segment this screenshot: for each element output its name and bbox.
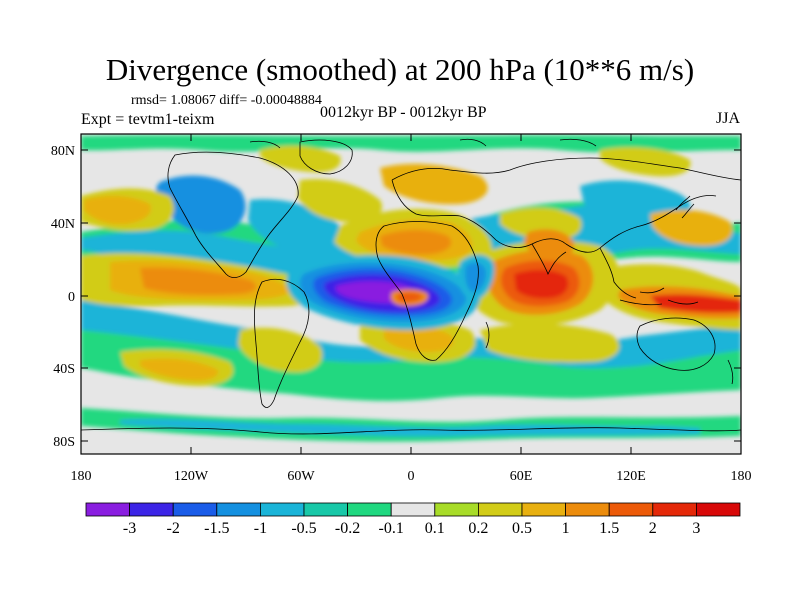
x-label-60w: 60W <box>287 469 315 484</box>
colorbar-labels: -3 -2 -1.5 -1 -0.5 -0.2 -0.1 0.1 0.2 0.5 1 1.5 2 3 <box>123 520 700 537</box>
divergence-field <box>81 135 741 442</box>
colorbar-label: -3 <box>123 520 136 537</box>
x-label-60e: 60E <box>510 469 533 484</box>
coastline-indonesia <box>619 287 699 306</box>
experiment-label: Expt = tevtm1-teixm <box>81 111 215 128</box>
colorbar-label: -0.1 <box>379 520 404 537</box>
colorbar-label: 0.1 <box>425 520 445 537</box>
coastline-europe-asia <box>391 157 741 253</box>
colorbar-swatch <box>565 502 610 517</box>
colorbar-swatches <box>85 502 741 517</box>
colorbar-label: -1.5 <box>204 520 229 537</box>
y-label-40n: 40N <box>51 217 75 232</box>
field-pacific-north-orange <box>84 195 151 225</box>
colorbar-swatch <box>521 502 566 517</box>
coastline-japan <box>675 195 695 219</box>
coastline-south-america <box>253 278 310 408</box>
field-west-africa-deep-orange <box>380 230 452 255</box>
coastline-madagascar <box>485 321 490 349</box>
x-label-180e: 180 <box>731 469 752 484</box>
colorbar-swatch <box>347 502 392 517</box>
field-maritime-red <box>650 294 741 313</box>
colorbar-label: -0.2 <box>335 520 360 537</box>
coastline-australia <box>636 317 716 371</box>
colorbar-label: -0.5 <box>291 520 316 537</box>
field-pacific-west-orange <box>650 209 733 246</box>
x-tick-labels: 180 120W 60W 0 60E 120E 180 <box>71 469 752 484</box>
colorbar-label: 1.5 <box>599 520 619 537</box>
field-siberia-yellow <box>600 147 691 177</box>
coastline-arctic-islands <box>249 138 597 149</box>
x-label-120w: 120W <box>174 469 209 484</box>
colorbar-swatch <box>434 502 479 517</box>
y-tick-labels: 80N 40N 0 40S 80S <box>51 144 75 450</box>
coastline-antarctica <box>81 427 741 435</box>
season-label: JJA <box>716 110 741 127</box>
x-label-180w: 180 <box>71 469 92 484</box>
coastline-india <box>531 243 567 275</box>
field-pacific-eq-deep-orange <box>140 267 257 295</box>
colorbar-swatch <box>608 502 654 517</box>
field-atlantic-north-yellow <box>298 178 383 222</box>
field-south-america-yellow <box>238 327 323 373</box>
field-arabia-yellow <box>500 207 582 240</box>
colorbar-label: 0.5 <box>512 520 532 537</box>
colorbar: -3 -2 -1.5 -1 -0.5 -0.2 -0.1 0.1 0.2 0.5 1 1.5 2 3 <box>85 502 741 537</box>
period-label: 0012kyr BP - 0012kyr BP <box>320 104 487 121</box>
rmsd-stats: rmsd= 1.08067 diff= -0.00048884 <box>131 93 322 108</box>
field-europe-orange <box>380 163 488 205</box>
y-axis <box>81 149 741 442</box>
field-far-south-cyan <box>120 418 700 437</box>
field-east-africa-deep-blue <box>465 262 486 292</box>
colorbar-swatch <box>259 502 305 517</box>
y-label-0: 0 <box>68 290 75 305</box>
y-label-80n: 80N <box>51 144 75 159</box>
field-south-indian-yellow <box>480 323 620 363</box>
plot-title: Divergence (smoothed) at 200 hPa (10**6 … <box>105 52 695 87</box>
colorbar-label: 3 <box>692 520 700 537</box>
field-south-atlantic-orange <box>384 325 454 352</box>
y-label-80s: 80S <box>53 435 75 450</box>
coastlines <box>81 138 741 435</box>
x-axis <box>80 134 742 454</box>
field-north-america-blue <box>155 175 246 234</box>
colorbar-swatch <box>216 502 261 517</box>
x-label-120e: 120E <box>616 469 646 484</box>
colorbar-swatch <box>129 502 174 517</box>
field-arctic-yellow <box>260 145 341 173</box>
coastline-africa <box>375 221 479 361</box>
colorbar-swatch <box>85 502 130 517</box>
colorbar-label: -1 <box>254 520 267 537</box>
colorbar-swatch <box>696 502 741 517</box>
coastline-greenland <box>299 139 353 175</box>
colorbar-label: 0.2 <box>468 520 488 537</box>
colorbar-swatch <box>477 502 523 517</box>
colorbar-swatch <box>172 502 218 517</box>
colorbar-swatch <box>303 502 348 517</box>
coastline-southeast-asia <box>599 247 637 299</box>
coastline-new-zealand <box>727 359 734 385</box>
colorbar-label: -2 <box>167 520 180 537</box>
field-gulf-guinea-core-red <box>397 292 422 302</box>
colorbar-label: 1 <box>562 520 570 537</box>
y-label-40s: 40S <box>53 362 75 377</box>
x-label-0: 0 <box>408 469 415 484</box>
map-panel <box>80 133 742 455</box>
field-south-orange-band <box>140 358 219 381</box>
coastline-north-america <box>167 151 299 278</box>
field-indian-ocean-red <box>514 269 569 299</box>
colorbar-swatch <box>390 502 436 517</box>
colorbar-label: 2 <box>649 520 657 537</box>
field-south-belt-green <box>81 330 741 401</box>
colorbar-swatch <box>652 502 697 517</box>
